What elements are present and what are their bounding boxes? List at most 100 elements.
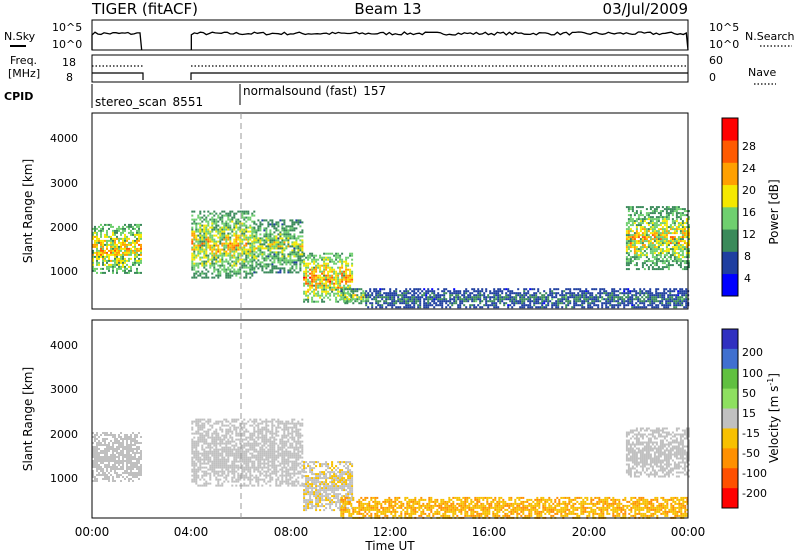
heatmap-cell — [627, 302, 630, 305]
heatmap-cell — [665, 208, 668, 211]
heatmap-cell — [337, 260, 340, 263]
heatmap-cell — [663, 296, 666, 299]
heatmap-cell — [295, 265, 298, 268]
freq-label: Freq. — [10, 54, 37, 67]
heatmap-cell — [231, 254, 234, 257]
heatmap-cell — [337, 274, 340, 277]
heatmap-cell — [120, 436, 122, 438]
heatmap-cell — [305, 290, 308, 293]
heatmap-cell — [197, 470, 200, 473]
heatmap-cell — [243, 210, 246, 213]
heatmap-cell — [193, 272, 196, 275]
heatmap-cell — [667, 296, 670, 299]
heatmap-cell — [277, 225, 280, 228]
heatmap-cell — [419, 304, 422, 307]
heatmap-cell — [291, 229, 294, 232]
heatmap-cell — [675, 216, 678, 219]
heatmap-cell — [445, 298, 448, 301]
heatmap-cell — [311, 252, 314, 255]
heatmap-cell — [319, 268, 322, 271]
heatmap-cell — [429, 296, 432, 299]
heatmap-cell — [581, 304, 584, 307]
heatmap-cell — [215, 472, 218, 475]
heatmap-cell — [253, 235, 256, 238]
heatmap-cell — [379, 306, 382, 309]
heatmap-cell — [132, 239, 134, 242]
heatmap-cell — [122, 442, 124, 444]
heatmap-cell — [495, 294, 498, 297]
heatmap-cell — [293, 241, 296, 244]
heatmap-cell — [279, 231, 282, 234]
heatmap-cell — [243, 234, 246, 237]
heatmap-cell — [627, 260, 630, 263]
heatmap-cell — [627, 292, 630, 295]
heatmap-cell — [323, 278, 326, 281]
heatmap-cell — [249, 250, 252, 253]
heatmap-cell — [295, 251, 298, 254]
heatmap-cell — [297, 259, 300, 262]
heatmap-cell — [112, 458, 114, 460]
heatmap-cell — [239, 476, 242, 479]
heatmap-cell — [221, 238, 224, 241]
heatmap-cell — [241, 438, 244, 441]
heatmap-cell — [261, 261, 264, 264]
heatmap-cell — [104, 259, 106, 262]
heatmap-cell — [677, 206, 680, 209]
heatmap-cell — [433, 302, 436, 305]
heatmap-cell — [237, 468, 240, 471]
heatmap-cell — [681, 256, 684, 259]
heatmap-cell — [227, 252, 230, 255]
heatmap-cell — [343, 272, 346, 275]
heatmap-cell — [205, 226, 208, 229]
heatmap-cell — [223, 252, 226, 255]
heatmap-cell — [425, 292, 428, 295]
heatmap-cell — [331, 268, 334, 271]
heatmap-cell — [679, 236, 682, 239]
heatmap-cell — [635, 246, 638, 249]
heatmap-cell — [539, 302, 542, 305]
heatmap-cell — [329, 278, 332, 281]
heatmap-cell — [669, 258, 672, 261]
heatmap-cell — [425, 306, 428, 309]
heatmap-cell — [241, 258, 244, 261]
heatmap-cell — [106, 478, 108, 480]
heatmap-cell — [525, 304, 528, 307]
heatmap-cell — [209, 246, 212, 249]
heatmap-cell — [513, 296, 516, 299]
heatmap-cell — [413, 300, 416, 303]
heatmap-cell — [635, 232, 638, 235]
heatmap-cell — [589, 302, 592, 305]
heatmap-cell — [211, 248, 214, 251]
heatmap-cell — [106, 450, 108, 452]
heatmap-cell — [233, 252, 236, 255]
heatmap-cell — [209, 476, 212, 479]
heatmap-cell — [675, 258, 678, 261]
heatmap-cell — [287, 239, 290, 242]
heatmap-cell — [563, 298, 566, 301]
heatmap-cell — [356, 288, 359, 291]
heatmap-cell — [531, 300, 534, 303]
heatmap-cell — [345, 258, 348, 261]
heatmap-cell — [197, 254, 200, 257]
heatmap-cell — [130, 241, 132, 244]
heatmap-cell — [237, 452, 240, 455]
heatmap-cell — [349, 300, 352, 303]
heatmap-cell — [509, 298, 512, 301]
heatmap-cell — [227, 224, 230, 227]
heatmap-cell — [673, 224, 676, 227]
heatmap-cell — [311, 286, 314, 289]
heatmap-cell — [217, 228, 220, 231]
heatmap-cell — [323, 266, 326, 269]
heatmap-cell — [661, 234, 664, 237]
heatmap-cell — [352, 302, 355, 305]
heatmap-cell — [100, 444, 102, 446]
heatmap-cell — [497, 290, 500, 293]
heatmap-cell — [261, 251, 264, 254]
heatmap-cell — [567, 296, 570, 299]
heatmap-cell — [259, 241, 262, 244]
heatmap-cell — [217, 434, 220, 437]
heatmap-cell — [501, 300, 504, 303]
heatmap-cell — [687, 252, 690, 255]
heatmap-cell — [539, 298, 542, 301]
heatmap-cell — [643, 250, 646, 253]
